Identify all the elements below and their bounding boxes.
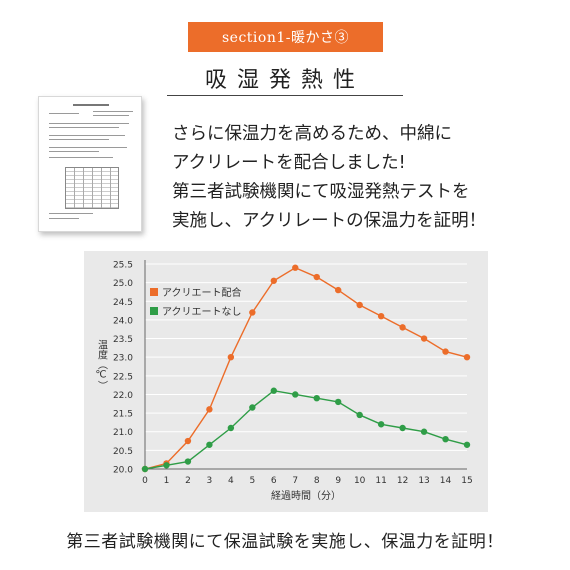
x-tick-label: 10: [354, 476, 366, 486]
data-point: [463, 353, 471, 361]
x-tick-label: 9: [335, 476, 341, 486]
doc-line: [49, 213, 93, 214]
y-tick-label: 24.0: [113, 316, 133, 326]
y-tick-label: 21.0: [113, 428, 133, 438]
x-tick-label: 7: [292, 476, 298, 486]
x-tick-label: 5: [249, 476, 255, 486]
doc-line: [49, 151, 99, 152]
data-point: [335, 398, 342, 406]
description-line: 第三者試験機関にて吸湿発熱テストを: [172, 182, 470, 202]
x-tick-label: 11: [375, 476, 386, 486]
series-line: [144, 389, 468, 470]
data-point: [399, 424, 406, 432]
doc-line: [49, 218, 79, 219]
data-point: [249, 309, 256, 316]
doc-heading-mark: [73, 104, 109, 106]
doc-line: [49, 123, 129, 124]
data-point: [249, 404, 256, 411]
data-point: [377, 312, 385, 320]
y-tick-label: 24.5: [113, 298, 133, 308]
test-report-document-image: [38, 96, 142, 232]
x-tick-label: 4: [228, 476, 234, 486]
doc-line: [93, 115, 129, 116]
section-badge: section1-暖かさ③: [188, 22, 383, 52]
data-point: [335, 286, 342, 294]
data-point: [292, 391, 299, 398]
x-tick-label: 6: [271, 476, 277, 486]
x-tick-label: 12: [397, 476, 408, 486]
doc-line: [49, 135, 125, 136]
data-point: [184, 437, 192, 445]
doc-line: [93, 111, 133, 112]
description-line: アクリレートを配合しました!: [172, 153, 406, 173]
legend-swatch: [150, 288, 158, 296]
x-tick-label: 0: [142, 476, 148, 486]
doc-line: [49, 139, 109, 140]
y-tick-label: 25.0: [113, 279, 133, 289]
data-point: [206, 406, 213, 413]
data-point: [420, 335, 428, 342]
legend-label: アクリエートなし: [162, 306, 242, 318]
x-tick-label: 2: [185, 476, 191, 486]
y-tick-label: 20.5: [113, 447, 133, 457]
y-tick-label: 21.5: [113, 410, 133, 420]
data-point: [270, 277, 277, 284]
data-point: [356, 301, 363, 309]
doc-line: [49, 127, 119, 128]
data-point: [184, 458, 192, 465]
doc-line: [49, 147, 127, 148]
data-point: [227, 424, 235, 432]
x-tick-label: 1: [164, 476, 170, 486]
y-tick-label: 20.0: [113, 466, 133, 476]
data-point: [356, 411, 363, 419]
doc-line: [49, 113, 79, 114]
legend-label: アクリエート配合: [162, 286, 242, 299]
doc-table: [65, 167, 119, 209]
data-point: [420, 428, 428, 435]
y-tick-label: 23.0: [113, 354, 133, 364]
x-tick-label: 14: [440, 476, 452, 486]
footer-caption: 第三者試験機関にて保温試験を実施し、保温力を証明！: [66, 532, 504, 552]
title-underline: [167, 95, 403, 96]
data-point: [141, 465, 149, 473]
y-tick-label: 22.0: [113, 391, 133, 401]
y-tick-label: 22.5: [113, 372, 133, 382]
data-point: [442, 435, 449, 443]
series-line: [144, 266, 468, 470]
description-text: さらに保温力を高めるため、中綿に アクリレートを配合しました! 第三者試験機関に…: [172, 120, 552, 236]
x-tick-label: 3: [207, 476, 213, 486]
x-tick-label: 15: [461, 476, 472, 486]
y-axis-label: 温度（℃）: [95, 339, 107, 390]
doc-line: [49, 157, 113, 158]
page-title: 吸湿発熱性: [204, 68, 365, 93]
data-point: [463, 441, 471, 448]
x-axis-label: 経過時間（分）: [271, 489, 341, 502]
x-tick-label: 13: [418, 476, 429, 486]
data-point: [442, 348, 449, 355]
y-tick-label: 25.5: [113, 261, 133, 271]
data-point: [313, 394, 320, 402]
data-point: [292, 264, 299, 271]
data-point: [163, 462, 170, 469]
data-point: [377, 421, 385, 428]
data-point: [270, 387, 277, 394]
x-tick-label: 8: [314, 476, 320, 486]
data-point: [206, 441, 213, 448]
description-line: 実施し、アクリレートの保温力を証明！: [172, 211, 487, 231]
data-point: [227, 353, 235, 361]
description-line: さらに保温力を高めるため、中綿に: [172, 124, 452, 144]
data-point: [399, 324, 406, 331]
data-point: [313, 273, 320, 281]
section-label: section1-暖かさ③: [222, 30, 349, 46]
legend-swatch: [150, 307, 158, 315]
y-tick-label: 23.5: [113, 335, 133, 345]
